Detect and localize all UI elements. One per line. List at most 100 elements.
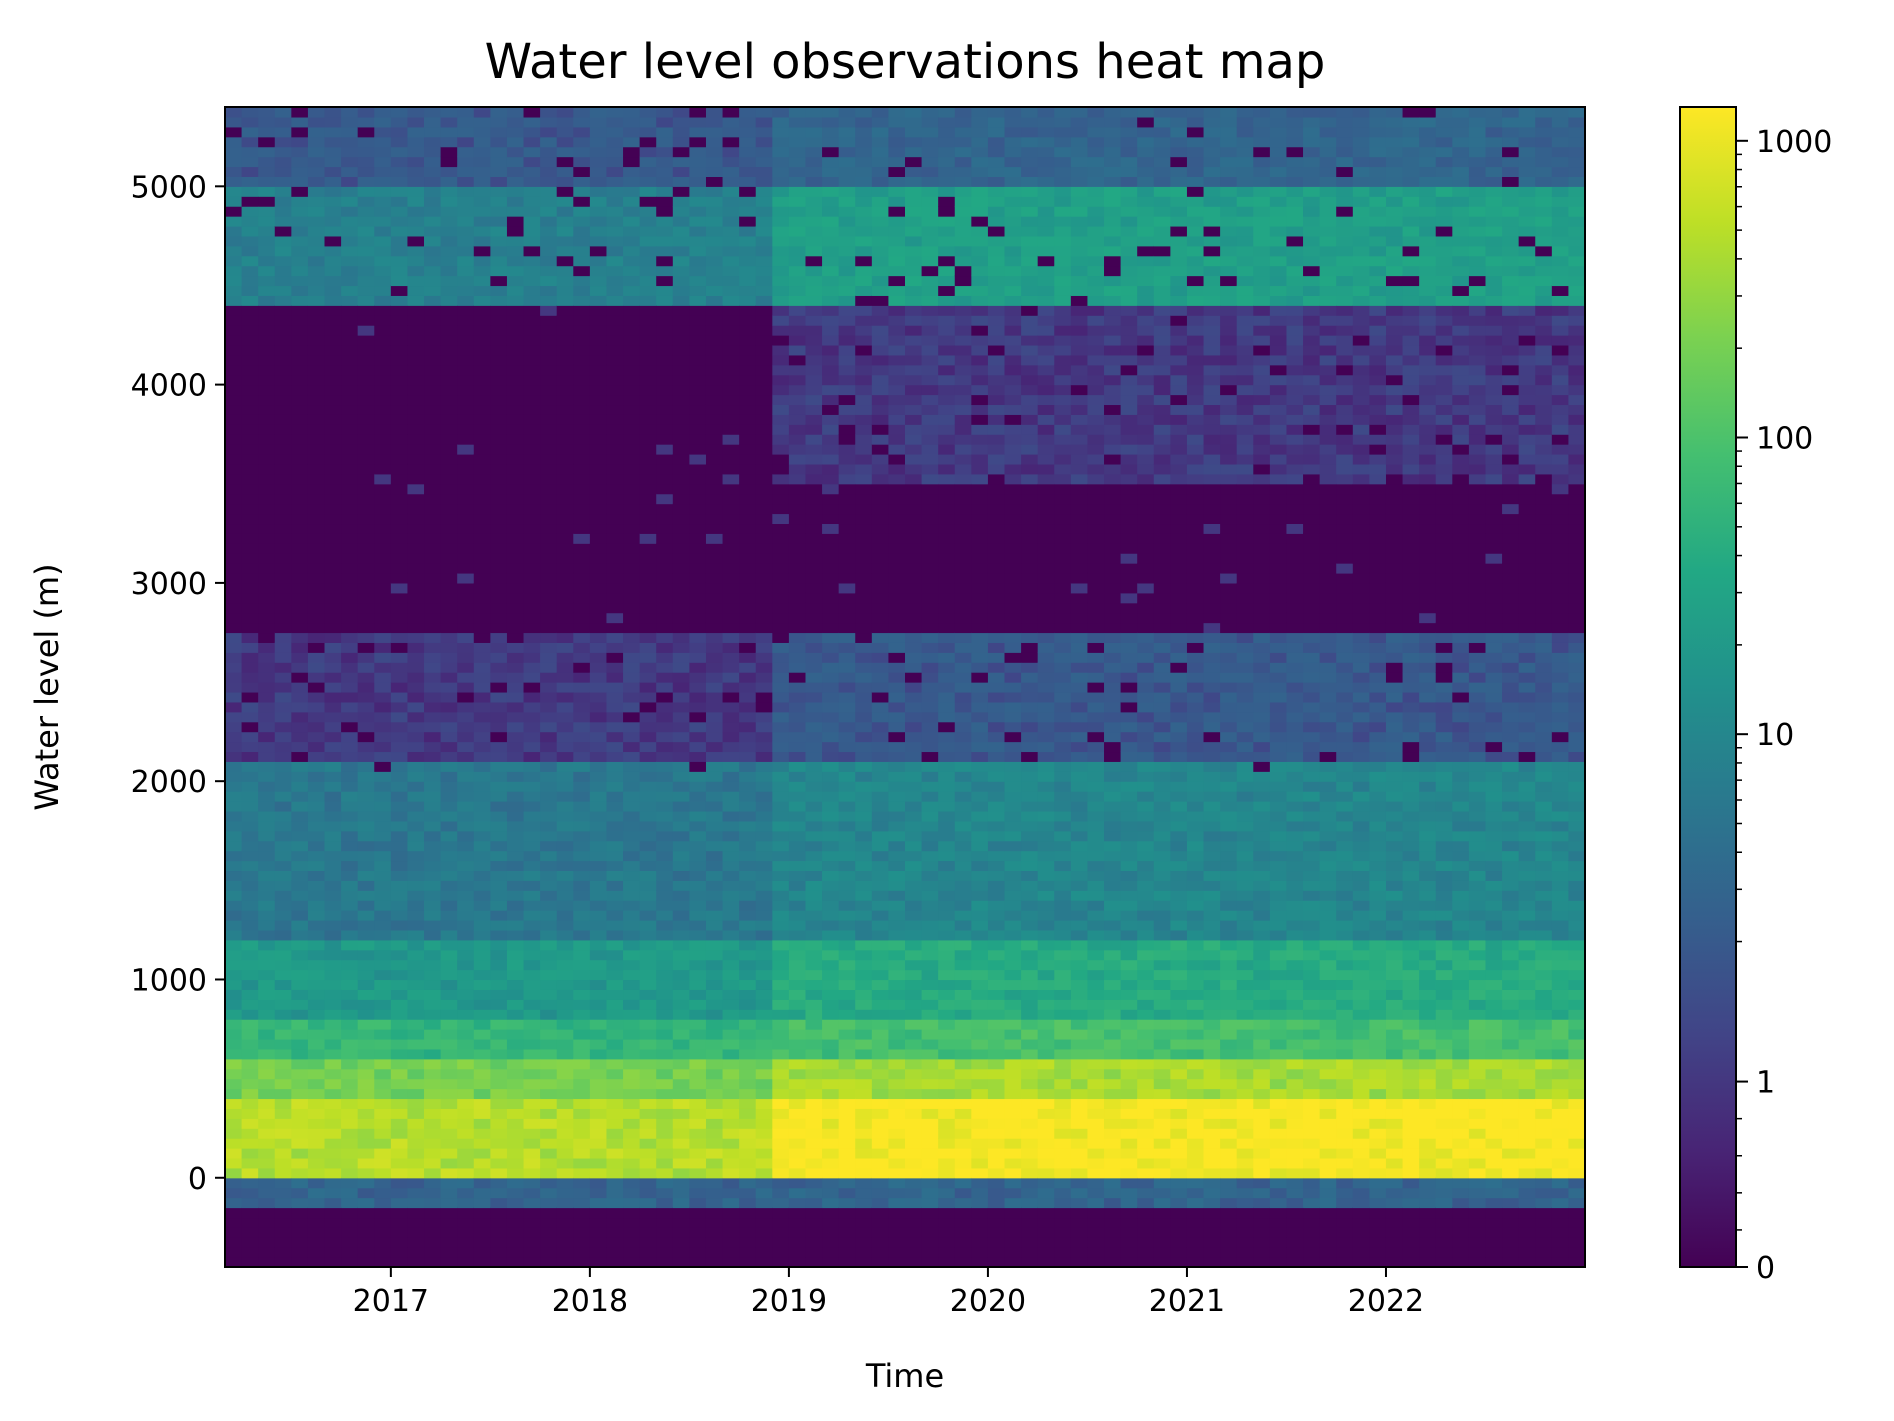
heatmap-cell — [307, 771, 326, 782]
heatmap-cell — [341, 444, 359, 455]
heatmap-cell — [589, 652, 608, 663]
heatmap-cell — [424, 186, 442, 197]
heatmap-cell — [424, 255, 442, 267]
heatmap-cell — [374, 731, 392, 743]
heatmap-cell — [540, 791, 558, 802]
heatmap-cell — [705, 354, 724, 366]
heatmap-cell — [473, 126, 491, 138]
heatmap-cell — [921, 612, 939, 624]
heatmap-cell — [291, 364, 309, 376]
heatmap-cell — [324, 285, 342, 296]
heatmap-cell — [258, 850, 276, 862]
heatmap-cell — [390, 1217, 409, 1228]
heatmap-cell — [523, 870, 541, 881]
heatmap-cell — [905, 523, 923, 534]
heatmap-cell — [241, 721, 259, 733]
heatmap-cell — [888, 582, 906, 594]
heatmap-cell — [390, 721, 409, 733]
heatmap-cell — [506, 572, 525, 584]
heatmap-cell — [921, 701, 939, 713]
heatmap-cell — [540, 1237, 558, 1248]
heatmap-cell — [540, 880, 558, 891]
heatmap-cell — [324, 949, 342, 961]
heatmap-cell — [589, 1257, 608, 1268]
heatmap-cell — [490, 325, 508, 336]
heatmap-cell — [556, 880, 574, 891]
heatmap-cell — [506, 394, 525, 406]
heatmap-cell — [457, 225, 475, 237]
heatmap-cell — [490, 265, 508, 277]
heatmap-cell — [307, 701, 326, 713]
heatmap-cell — [822, 275, 840, 287]
heatmap-cell — [772, 354, 790, 366]
heatmap-cell — [772, 721, 790, 733]
heatmap-cell — [341, 989, 359, 1000]
heatmap-cell — [871, 206, 890, 217]
heatmap-cell — [739, 632, 757, 643]
heatmap-cell — [623, 1177, 641, 1189]
heatmap-cell — [606, 900, 624, 911]
heatmap-cell — [307, 1019, 326, 1030]
heatmap-cell — [623, 206, 641, 217]
heatmap-cell — [307, 731, 326, 743]
heatmap-cell — [374, 1078, 392, 1090]
heatmap-cell — [855, 860, 873, 872]
heatmap-cell — [407, 186, 425, 197]
heatmap-cell — [772, 632, 790, 643]
heatmap-cell — [905, 1009, 923, 1020]
heatmap-cell — [424, 781, 442, 792]
heatmap-cell — [838, 612, 856, 624]
heatmap-cell — [672, 1029, 690, 1040]
heatmap-cell — [241, 553, 259, 564]
heatmap-cell — [656, 136, 674, 148]
heatmap-cell — [573, 682, 591, 693]
heatmap-cell — [274, 761, 292, 772]
heatmap-cell — [722, 384, 740, 396]
heatmap-cell — [639, 434, 657, 445]
heatmap-cell — [440, 1187, 458, 1199]
heatmap-cell — [424, 1177, 442, 1189]
heatmap-cell — [606, 1157, 624, 1169]
heatmap-cell — [374, 592, 392, 604]
heatmap-cell — [407, 325, 425, 336]
heatmap-cell — [838, 1257, 856, 1268]
heatmap-cell — [772, 919, 790, 931]
heatmap-cell — [473, 1068, 491, 1080]
heatmap-cell — [805, 543, 823, 554]
heatmap-cell — [921, 1019, 939, 1030]
heatmap-cell — [573, 285, 591, 296]
heatmap-cell — [822, 1019, 840, 1030]
heatmap-cell — [357, 463, 375, 475]
heatmap-cell — [540, 721, 558, 733]
heatmap-cell — [822, 553, 840, 564]
heatmap-cell — [390, 1138, 409, 1149]
heatmap-cell — [307, 285, 326, 296]
heatmap-cell — [705, 483, 724, 495]
heatmap-cell — [573, 840, 591, 852]
heatmap-cell — [341, 860, 359, 872]
heatmap-cell — [523, 1108, 541, 1119]
heatmap-cell — [556, 126, 574, 138]
heatmap-cell — [606, 741, 624, 753]
heatmap-cell — [225, 840, 243, 852]
heatmap-cell — [341, 810, 359, 822]
heatmap-cell — [357, 1167, 375, 1179]
heatmap-cell — [225, 335, 243, 346]
heatmap-cell — [473, 454, 491, 465]
heatmap-cell — [307, 553, 326, 564]
heatmap-cell — [722, 216, 740, 227]
heatmap-cell — [440, 235, 458, 247]
heatmap-cell — [855, 701, 873, 713]
heatmap-cell — [772, 424, 790, 435]
heatmap-cell — [506, 364, 525, 376]
heatmap-cell — [357, 801, 375, 812]
heatmap-cell — [523, 910, 541, 921]
heatmap-cell — [473, 523, 491, 534]
heatmap-cell — [291, 592, 309, 604]
heatmap-cell — [291, 1217, 309, 1228]
heatmap-cell — [556, 325, 574, 336]
heatmap-cell — [589, 1068, 608, 1080]
heatmap-cell — [805, 146, 823, 158]
heatmap-cell — [540, 265, 558, 277]
heatmap-cell — [341, 979, 359, 990]
